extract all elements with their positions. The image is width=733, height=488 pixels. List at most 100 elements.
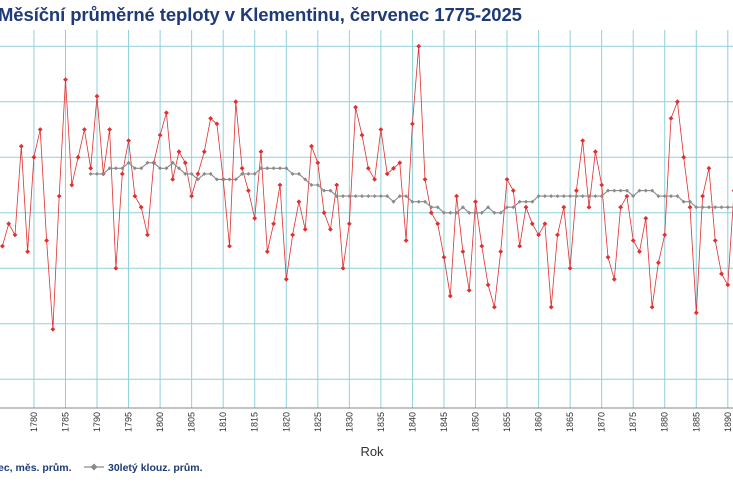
series-1-point-1855 xyxy=(505,205,509,210)
series-0-point-1779 xyxy=(25,249,30,254)
series-0-point-1872 xyxy=(611,276,617,282)
series-1-point-1869 xyxy=(593,194,598,199)
series-0-point-1848 xyxy=(460,249,466,254)
series-1-point-1833 xyxy=(366,194,371,199)
series-1-point-1889 xyxy=(719,205,724,210)
series-0-point-1808 xyxy=(208,116,213,121)
series-1-point-1877 xyxy=(643,188,648,193)
x-tick-label-1870: 1870 xyxy=(597,412,607,432)
series-1-point-1842 xyxy=(423,199,427,204)
series-1-point-1871 xyxy=(606,188,610,193)
series-0-point-1830 xyxy=(346,221,352,227)
series-0-point-1867 xyxy=(580,138,586,143)
series-markers xyxy=(0,43,733,332)
series-0-point-1822 xyxy=(296,199,302,205)
chart-title: Měsíční průměrné teploty v Klementinu, č… xyxy=(0,4,522,25)
series-1-point-1807 xyxy=(202,171,207,176)
series-1-point-1806 xyxy=(195,177,200,182)
series-0-point-1842 xyxy=(422,177,428,182)
x-tick-label-1860: 1860 xyxy=(534,412,544,432)
series-0-point-1884 xyxy=(687,204,693,210)
series-1-point-1798 xyxy=(145,160,150,165)
series-1-point-1848 xyxy=(460,205,465,210)
series-1-point-1875 xyxy=(631,194,636,199)
series-0-point-1801 xyxy=(164,110,169,116)
series-1-point-1841 xyxy=(416,199,421,204)
series-1-point-1834 xyxy=(372,194,377,199)
plot-area xyxy=(0,30,733,408)
legend: ec, měs. prům. 30letý klouz. prům. xyxy=(0,462,203,474)
series-1-point-1870 xyxy=(599,194,604,199)
x-tick-labels: 1780 1785 1790 1795 1800 1805 1810 1815 1820 1825… xyxy=(29,412,733,432)
series-1-point-1838 xyxy=(397,194,402,199)
series-0-point-1797 xyxy=(138,204,144,210)
series-line-0 xyxy=(2,45,733,330)
series-1-point-1847 xyxy=(454,210,459,215)
series-1-point-1860 xyxy=(536,194,541,199)
series-0-point-1832 xyxy=(359,132,365,138)
series-1-point-1879 xyxy=(656,194,661,199)
series-1-point-1824 xyxy=(309,183,314,187)
x-tick-label-1780: 1780 xyxy=(29,412,39,432)
series-1-point-1862 xyxy=(549,194,554,199)
series-0-point-1865 xyxy=(567,265,573,271)
series-1-point-1851 xyxy=(479,210,484,215)
series-1-point-1792 xyxy=(107,166,112,171)
x-tick-label-1890: 1890 xyxy=(723,412,733,432)
series-0-point-1802 xyxy=(170,177,176,182)
x-axis-label: Rok xyxy=(360,444,384,459)
legend-label-1: 30letý klouz. prům. xyxy=(108,462,203,474)
series-0-point-1803 xyxy=(176,149,182,155)
series-1-point-1826 xyxy=(322,188,327,193)
series-0-point-1886 xyxy=(700,193,705,199)
series-0-point-1890 xyxy=(725,282,731,288)
series-0-point-1788 xyxy=(82,127,87,132)
series-0-point-1856 xyxy=(510,188,516,193)
series-0-point-1883 xyxy=(681,154,687,160)
series-0-point-1811 xyxy=(227,243,232,249)
series-0-point-1875 xyxy=(630,238,636,243)
series-0-point-1819 xyxy=(277,182,283,188)
series-0-point-1798 xyxy=(145,232,150,238)
series-0-point-1843 xyxy=(428,210,434,216)
x-tick-label-1810: 1810 xyxy=(218,412,228,432)
series-0-point-1782 xyxy=(44,238,49,243)
x-tick-label-1830: 1830 xyxy=(344,412,354,432)
series-1-point-1816 xyxy=(259,166,263,171)
series-1-point-1868 xyxy=(587,194,591,199)
series-1-point-1852 xyxy=(486,205,491,210)
series-0-point-1850 xyxy=(473,199,478,205)
series-0-point-1824 xyxy=(309,143,314,149)
series-0-point-1777 xyxy=(12,232,18,238)
x-tick-label-1800: 1800 xyxy=(155,412,165,432)
x-tick-label-1865: 1865 xyxy=(565,412,575,432)
series-0-point-1783 xyxy=(50,326,56,332)
series-0-point-1833 xyxy=(365,165,371,171)
x-tick-label-1815: 1815 xyxy=(250,412,260,432)
series-1-point-1795 xyxy=(126,160,131,165)
series-1-point-1843 xyxy=(429,205,434,210)
legend-swatch-marker-1 xyxy=(90,463,98,471)
series-0-point-1864 xyxy=(561,204,567,210)
series-0-point-1820 xyxy=(283,276,289,282)
series-1-point-1793 xyxy=(113,166,118,171)
series-0-point-1845 xyxy=(441,254,447,260)
series-0-point-1835 xyxy=(378,127,384,132)
series-0-point-1776 xyxy=(6,221,12,227)
series-0-point-1885 xyxy=(693,310,699,316)
series-0-point-1812 xyxy=(233,99,239,105)
series-1-point-1856 xyxy=(511,205,516,210)
series-0-point-1785 xyxy=(63,77,68,82)
x-tick-label-1820: 1820 xyxy=(281,412,291,432)
x-tick-label-1840: 1840 xyxy=(407,412,417,432)
x-tick-label-1805: 1805 xyxy=(187,412,197,432)
series-0-point-1889 xyxy=(719,271,724,277)
series-0-point-1818 xyxy=(271,221,276,227)
series-0-point-1881 xyxy=(668,116,674,121)
series-1-point-1831 xyxy=(353,194,358,199)
series-1-point-1823 xyxy=(303,177,308,182)
series-1-point-1813 xyxy=(240,171,245,176)
series-0-point-1804 xyxy=(182,160,188,166)
series-1-point-1789 xyxy=(88,171,93,176)
series-1-point-1863 xyxy=(555,194,560,199)
